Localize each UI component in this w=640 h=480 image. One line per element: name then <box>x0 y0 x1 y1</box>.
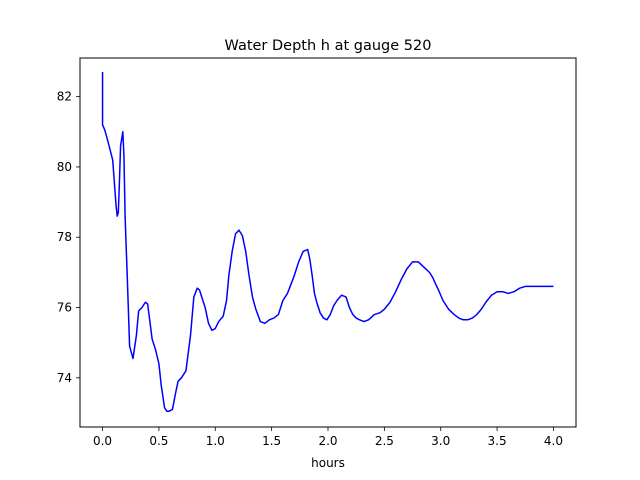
x-tick-label: 3.0 <box>431 434 450 448</box>
x-tick-label: 0.0 <box>93 434 112 448</box>
x-tick-label: 2.5 <box>375 434 394 448</box>
x-tick-label: 2.0 <box>318 434 337 448</box>
x-tick-label: 0.5 <box>149 434 168 448</box>
y-tick-label: 82 <box>57 90 72 104</box>
x-tick-label: 3.5 <box>488 434 507 448</box>
series-line-1 <box>101 72 554 412</box>
y-tick-label: 80 <box>57 160 72 174</box>
y-axis: 74 76 78 80 82 <box>57 90 80 385</box>
chart-title: Water Depth h at gauge 520 <box>225 38 432 54</box>
y-tick-label: 74 <box>57 371 72 385</box>
y-tick-label: 76 <box>57 301 72 315</box>
x-tick-label: 1.5 <box>262 434 281 448</box>
x-tick-label: 4.0 <box>544 434 563 448</box>
x-axis: 0.0 0.5 1.0 1.5 2.0 2.5 3.0 3.5 4.0 <box>93 427 563 448</box>
x-axis-label: hours <box>311 456 345 470</box>
plot-area <box>101 72 554 412</box>
y-tick-label: 78 <box>57 230 72 244</box>
x-tick-label: 1.0 <box>206 434 225 448</box>
